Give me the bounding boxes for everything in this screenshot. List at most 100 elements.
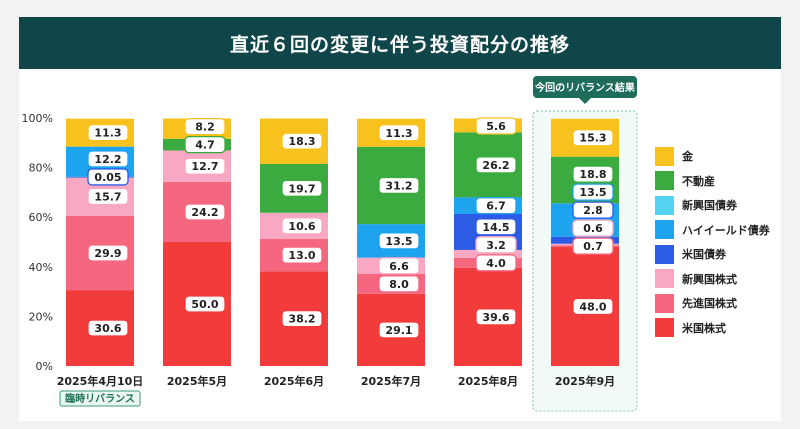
data-label-chip [378,321,420,339]
data-label: 26.2 [482,159,509,172]
data-label-chip [475,218,517,236]
allocation-stacked-bar-chart: 0% 20% 40% 60% 80% 100% 2025年4月10日 2025年5月 2025年… [22,76,638,412]
legend-label: 先進国株式 [682,297,737,311]
data-label-chip [378,275,420,293]
legend-label: 米国債券 [682,248,726,262]
result-callout [533,76,637,98]
legend-item: 先進国株式 [655,291,795,316]
legend-swatch [655,146,674,166]
data-label: 24.2 [191,206,218,219]
data-label-chip [281,217,323,235]
y-tick-label: 80% [29,162,53,175]
data-label: 12.7 [191,160,218,173]
data-label: 8.0 [389,278,409,291]
data-label-chip [378,257,420,275]
data-label: 30.6 [94,322,121,335]
data-label-chip [184,157,226,175]
data-label-chip [184,118,226,136]
data-label-chip [475,236,517,254]
data-label: 0.6 [583,222,603,235]
x-tick-label: 2025年8月 [458,374,518,388]
data-label: 31.2 [385,179,412,192]
data-label-chip [572,201,614,219]
legend-label: 米国株式 [682,321,726,335]
data-label: 4.7 [195,139,215,152]
x-tick-label: 2025年6月 [264,374,324,388]
data-label: 4.0 [486,257,506,270]
data-label-chip [281,132,323,150]
data-label: 5.6 [486,120,506,133]
data-label: 14.5 [482,221,509,234]
y-tick-label: 60% [29,211,53,224]
legend-label: ハイイールド債券 [682,223,770,237]
data-label: 0.05 [94,171,121,184]
legend-label: 新興国株式 [682,272,737,286]
data-label: 13.0 [288,249,315,262]
data-label-chip [475,197,517,215]
result-callout-label: 今回のリバランス結果 [534,81,636,94]
data-label: 11.3 [94,127,121,140]
data-label-chip [87,187,129,206]
result-callout-pointer [579,98,591,104]
legend-item: 新興国株式 [655,267,795,292]
data-label: 0.7 [583,240,603,253]
data-label: 15.7 [94,190,121,203]
chart-title: 直近６回の変更に伴う投資配分の推移 [19,17,781,69]
data-label-chip [184,295,226,313]
data-label-chip [87,244,129,262]
data-label-chip [572,237,614,255]
data-label-chip [475,117,517,135]
data-label: 12.2 [94,153,121,166]
data-label: 29.1 [385,324,412,337]
data-label: 38.2 [288,313,315,326]
legend: 金不動産新興国債券ハイイールド債券 米国債券新興国株式先進国株式米国株式 [655,144,795,340]
data-label: 15.3 [579,132,606,145]
data-label-chip [87,168,129,186]
legend-swatch [655,293,674,313]
x-tick-label: 2025年9月 [555,374,615,388]
legend-swatch [655,171,674,191]
legend-label: 新興国債券 [682,199,737,213]
y-tick-label: 100% [22,112,53,125]
data-label-chip [87,123,129,142]
data-label-chip [378,176,420,195]
legend-item: 新興国債券 [655,193,795,218]
data-label: 6.6 [389,260,409,273]
x-tick-label: 2025年5月 [167,374,227,388]
data-label-chip [184,203,226,221]
data-label: 29.9 [94,247,121,260]
data-label: 8.2 [195,121,215,134]
data-label-chip [572,165,614,183]
x-tick-label: 2025年7月 [361,374,421,388]
legend-item: 米国株式 [655,316,795,341]
data-label-chip [87,319,129,337]
data-label-chip [281,179,323,197]
rebalance-tag-label: 臨時リバランス [65,392,135,405]
data-label: 6.7 [486,200,506,213]
chart-card: 0% 20% 40% 60% 80% 100% 2025年4月10日 2025年5月 2025年… [19,69,781,421]
data-label: 13.5 [385,235,412,248]
legend-swatch [655,195,674,215]
data-label-chip [281,246,323,264]
data-label: 3.2 [486,239,506,252]
data-label-chip [572,219,614,237]
data-label-chip [572,129,614,147]
legend-swatch [655,269,674,289]
rebalance-tag [59,390,141,407]
data-label-chip [87,150,129,168]
data-label-chip [475,156,517,174]
y-tick-label: 20% [29,310,53,323]
legend-item: 金 [655,144,795,169]
data-label-chip [475,254,517,272]
y-tick-label: 40% [29,261,53,274]
data-label-chip [572,297,614,316]
data-label: 50.0 [191,298,218,311]
data-label: 11.3 [385,127,412,140]
data-label-chip [378,124,420,142]
data-label: 18.3 [288,135,315,148]
legend-item: ハイイールド債券 [655,218,795,243]
legend-swatch [655,244,674,264]
data-label-chip [572,183,614,201]
legend-item: 不動産 [655,169,795,194]
